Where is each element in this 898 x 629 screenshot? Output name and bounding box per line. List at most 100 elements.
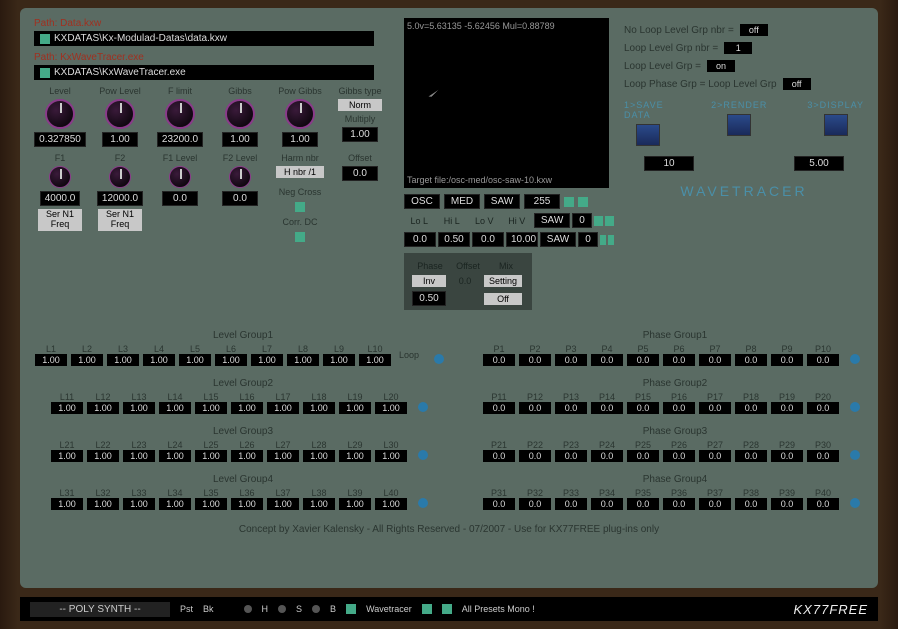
l39-value[interactable]: 1.00 <box>339 498 371 510</box>
f1-value[interactable]: 4000.0 <box>40 191 81 206</box>
l18-value[interactable]: 1.00 <box>303 402 335 414</box>
p30-value[interactable]: 0.0 <box>807 450 839 462</box>
led-icon[interactable] <box>605 216 614 226</box>
wavetracer-toggle[interactable]: Wavetracer <box>366 604 412 614</box>
pow-level-value[interactable]: 1.00 <box>102 132 138 147</box>
ser-n1-freq-button[interactable]: Ser N1 Freq <box>38 209 82 231</box>
gibbs-knob[interactable] <box>225 99 255 129</box>
l28-value[interactable]: 1.00 <box>303 450 335 462</box>
mix-setting[interactable]: Setting <box>484 275 522 287</box>
osc-wave[interactable]: SAW <box>484 194 520 209</box>
l37-value[interactable]: 1.00 <box>267 498 299 510</box>
no-loop-level-sw[interactable]: off <box>740 24 768 36</box>
l11-value[interactable]: 1.00 <box>51 402 83 414</box>
pst-button[interactable]: Pst <box>180 604 193 614</box>
loop-led-icon[interactable] <box>850 402 860 412</box>
p17-value[interactable]: 0.0 <box>699 402 731 414</box>
l24-value[interactable]: 1.00 <box>159 450 191 462</box>
p12-value[interactable]: 0.0 <box>519 402 551 414</box>
p7-value[interactable]: 0.0 <box>699 354 731 366</box>
l14-value[interactable]: 1.00 <box>159 402 191 414</box>
p6-value[interactable]: 0.0 <box>663 354 695 366</box>
p40-value[interactable]: 0.0 <box>807 498 839 510</box>
p39-value[interactable]: 0.0 <box>771 498 803 510</box>
f1-level-knob[interactable] <box>169 166 191 188</box>
l35-value[interactable]: 1.00 <box>195 498 227 510</box>
l26-value[interactable]: 1.00 <box>231 450 263 462</box>
osc-num[interactable]: 255 <box>524 194 560 209</box>
gibbs-value[interactable]: 1.00 <box>222 132 258 147</box>
l36-value[interactable]: 1.00 <box>231 498 263 510</box>
l20-value[interactable]: 1.00 <box>375 402 407 414</box>
l30-value[interactable]: 1.00 <box>375 450 407 462</box>
osc-speed[interactable]: MED <box>444 194 480 209</box>
p14-value[interactable]: 0.0 <box>591 402 623 414</box>
p23-value[interactable]: 0.0 <box>555 450 587 462</box>
phase-inv[interactable]: Inv <box>412 275 446 287</box>
loop-led-icon[interactable] <box>850 498 860 508</box>
p34-value[interactable]: 0.0 <box>591 498 623 510</box>
loop-level-sw[interactable]: on <box>707 60 735 72</box>
led-icon[interactable] <box>422 604 432 614</box>
pow-gibbs-knob[interactable] <box>285 99 315 129</box>
l12-value[interactable]: 1.00 <box>87 402 119 414</box>
f1-knob[interactable] <box>49 166 71 188</box>
neg-cross-toggle[interactable] <box>295 202 305 212</box>
phase-val[interactable]: 0.50 <box>412 291 446 306</box>
led-icon[interactable] <box>564 197 574 207</box>
loop-level-nbr[interactable]: 1 <box>724 42 752 54</box>
p28-value[interactable]: 0.0 <box>735 450 767 462</box>
p37-value[interactable]: 0.0 <box>699 498 731 510</box>
p36-value[interactable]: 0.0 <box>663 498 695 510</box>
l31-value[interactable]: 1.00 <box>51 498 83 510</box>
l3-value[interactable]: 1.00 <box>107 354 139 366</box>
f2-knob[interactable] <box>109 166 131 188</box>
pow-level-knob[interactable] <box>105 99 135 129</box>
p19-value[interactable]: 0.0 <box>771 402 803 414</box>
osc-right-val-1[interactable]: 10 <box>644 156 694 171</box>
p5-value[interactable]: 0.0 <box>627 354 659 366</box>
led-icon[interactable] <box>578 197 588 207</box>
l2-value[interactable]: 1.00 <box>71 354 103 366</box>
corr-dc-toggle[interactable] <box>295 232 305 242</box>
p10-value[interactable]: 0.0 <box>807 354 839 366</box>
p20-value[interactable]: 0.0 <box>807 402 839 414</box>
p15-value[interactable]: 0.0 <box>627 402 659 414</box>
l16-value[interactable]: 1.00 <box>231 402 263 414</box>
l5-value[interactable]: 1.00 <box>179 354 211 366</box>
l1-value[interactable]: 1.00 <box>35 354 67 366</box>
offset-value[interactable]: 0.0 <box>342 166 378 181</box>
p27-value[interactable]: 0.0 <box>699 450 731 462</box>
l13-value[interactable]: 1.00 <box>123 402 155 414</box>
radio-icon[interactable] <box>244 605 252 613</box>
pow-gibbs-value[interactable]: 1.00 <box>282 132 318 147</box>
l27-value[interactable]: 1.00 <box>267 450 299 462</box>
level-knob[interactable] <box>45 99 75 129</box>
osc-type[interactable]: OSC <box>404 194 440 209</box>
p2-value[interactable]: 0.0 <box>519 354 551 366</box>
osc-right-val-2[interactable]: 5.00 <box>794 156 844 171</box>
l9-value[interactable]: 1.00 <box>323 354 355 366</box>
p8-value[interactable]: 0.0 <box>735 354 767 366</box>
l22-value[interactable]: 1.00 <box>87 450 119 462</box>
l23-value[interactable]: 1.00 <box>123 450 155 462</box>
l10-value[interactable]: 1.00 <box>359 354 391 366</box>
p29-value[interactable]: 0.0 <box>771 450 803 462</box>
p11-value[interactable]: 0.0 <box>483 402 515 414</box>
f-limit-value[interactable]: 23200.0 <box>157 132 203 147</box>
preset-name[interactable]: -- POLY SYNTH -- <box>30 602 170 617</box>
l38-value[interactable]: 1.00 <box>303 498 335 510</box>
radio-icon[interactable] <box>312 605 320 613</box>
led-icon[interactable] <box>346 604 356 614</box>
f2-level-knob[interactable] <box>229 166 251 188</box>
l19-value[interactable]: 1.00 <box>339 402 371 414</box>
l40-value[interactable]: 1.00 <box>375 498 407 510</box>
l6-value[interactable]: 1.00 <box>215 354 247 366</box>
multiply-value[interactable]: 1.00 <box>342 127 378 142</box>
p3-value[interactable]: 0.0 <box>555 354 587 366</box>
l8-value[interactable]: 1.00 <box>287 354 319 366</box>
loop-led-icon[interactable] <box>850 450 860 460</box>
p38-value[interactable]: 0.0 <box>735 498 767 510</box>
save-data-button[interactable] <box>636 124 660 146</box>
wave-val-1[interactable]: 0 <box>572 213 592 228</box>
